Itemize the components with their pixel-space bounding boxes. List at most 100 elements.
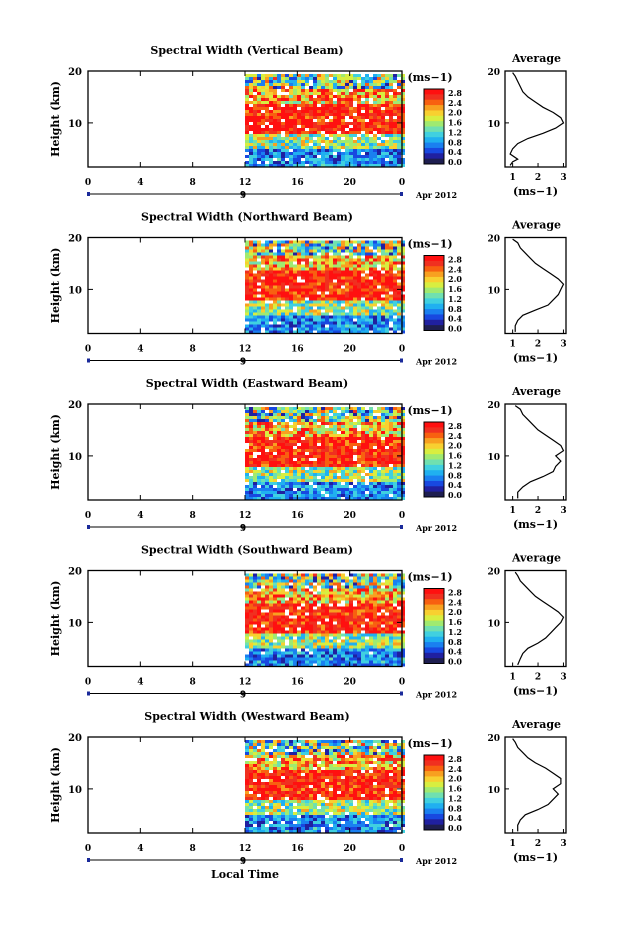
heatmap-cell	[365, 639, 369, 643]
heatmap-cell	[337, 624, 341, 628]
heatmap-cell	[357, 246, 361, 250]
heatmap-cell	[353, 143, 357, 146]
heatmap-cell	[281, 452, 285, 455]
heatmap-cell	[357, 645, 361, 649]
heatmap-cell	[345, 458, 349, 461]
heatmap-cell	[269, 588, 273, 592]
heatmap-cell	[337, 89, 341, 92]
heatmap-cell	[305, 657, 309, 661]
heatmap-cell	[269, 633, 273, 637]
heatmap-cell	[321, 455, 325, 458]
heatmap-cell	[333, 80, 337, 83]
heatmap-cell	[385, 416, 389, 419]
heatmap-cell	[333, 113, 337, 116]
avg-x-tick-label: 1	[509, 340, 515, 350]
heatmap-cell	[285, 615, 289, 619]
heatmap-cell	[381, 455, 385, 458]
heatmap-cell	[385, 110, 389, 113]
heatmap-cell	[289, 273, 293, 277]
heatmap-cell	[381, 264, 385, 268]
heatmap-cell	[345, 282, 349, 286]
heatmap-cell	[253, 434, 257, 437]
heatmap-cell	[301, 594, 305, 598]
heatmap-cell	[277, 146, 281, 149]
heatmap-cell	[285, 464, 289, 467]
heatmap-cell	[289, 80, 293, 83]
heatmap-cell	[289, 476, 293, 479]
heatmap-cell	[385, 479, 389, 482]
heatmap-cell	[393, 615, 397, 619]
heatmap-cell	[329, 591, 333, 595]
heatmap-cell	[277, 615, 281, 619]
heatmap-cell	[281, 125, 285, 128]
heatmap-cells	[245, 740, 405, 833]
heatmap-cell	[285, 131, 289, 134]
heatmap-cell	[269, 104, 273, 107]
heatmap-cell	[361, 143, 365, 146]
heatmap-cell	[329, 618, 333, 622]
heatmap-cell	[333, 464, 337, 467]
colorbar-tick-label: 0.0	[448, 657, 462, 667]
heatmap-cell	[245, 606, 249, 610]
heatmap-cell	[357, 312, 361, 316]
heatmap-cell	[377, 651, 381, 655]
heatmap-cell	[293, 585, 297, 589]
heatmap-cell	[393, 324, 397, 328]
heatmap-cell	[289, 449, 293, 452]
heatmap-cell	[393, 609, 397, 613]
heatmap-cell	[305, 270, 309, 274]
colorbar-segment	[424, 642, 444, 648]
heatmap-cell	[245, 585, 249, 589]
heatmap-cell	[277, 597, 281, 601]
heatmap-cell	[249, 282, 253, 286]
heatmap-cell	[325, 327, 329, 331]
heatmap-cell	[289, 443, 293, 446]
heatmap-cell	[325, 89, 329, 92]
heatmap-cell	[377, 428, 381, 431]
heatmap-cell	[377, 482, 381, 485]
heatmap-cell	[265, 606, 269, 610]
heatmap-cell	[313, 639, 317, 643]
heatmap-cell	[317, 330, 321, 334]
heatmap-cell	[289, 473, 293, 476]
heatmap-cell	[293, 740, 297, 743]
heatmap-cell	[261, 461, 265, 464]
heatmap-cell	[397, 407, 401, 410]
heatmap-cell	[381, 261, 385, 265]
heatmap-cell	[273, 476, 277, 479]
heatmap-cell	[305, 464, 309, 467]
heatmap-cell	[337, 497, 341, 500]
heatmap-cell	[377, 297, 381, 301]
heatmap-cell	[281, 449, 285, 452]
heatmap-cell	[381, 591, 385, 595]
heatmap-cell	[281, 407, 285, 410]
heatmap-cell	[361, 458, 365, 461]
heatmap-cell	[345, 630, 349, 634]
heatmap-cell	[341, 246, 345, 250]
heatmap-cell	[281, 663, 285, 667]
heatmap-cell	[277, 285, 281, 289]
heatmap-cell	[369, 318, 373, 322]
x-tick-label: 4	[137, 178, 143, 188]
heatmap-cell	[245, 449, 249, 452]
heatmap-cell	[273, 312, 277, 316]
heatmap-cell	[269, 422, 273, 425]
heatmap-cell	[269, 467, 273, 470]
heatmap-cell	[321, 446, 325, 449]
heatmap-cell	[361, 437, 365, 440]
heatmap-cell	[265, 663, 269, 667]
heatmap-cell	[349, 594, 353, 598]
heatmap-cell	[253, 267, 257, 271]
heatmap-cell	[381, 491, 385, 494]
heatmap-cell	[325, 636, 329, 640]
heatmap-cell	[337, 125, 341, 128]
colorbar-segment	[424, 319, 444, 326]
heatmap-cell	[321, 246, 325, 250]
heatmap-cell	[349, 431, 353, 434]
heatmap-cell	[337, 282, 341, 286]
heatmap-cell	[265, 455, 269, 458]
heatmap-cell	[245, 740, 249, 743]
heatmap-cell	[265, 143, 269, 146]
avg-frame	[504, 403, 567, 501]
heatmap-cell	[249, 455, 253, 458]
